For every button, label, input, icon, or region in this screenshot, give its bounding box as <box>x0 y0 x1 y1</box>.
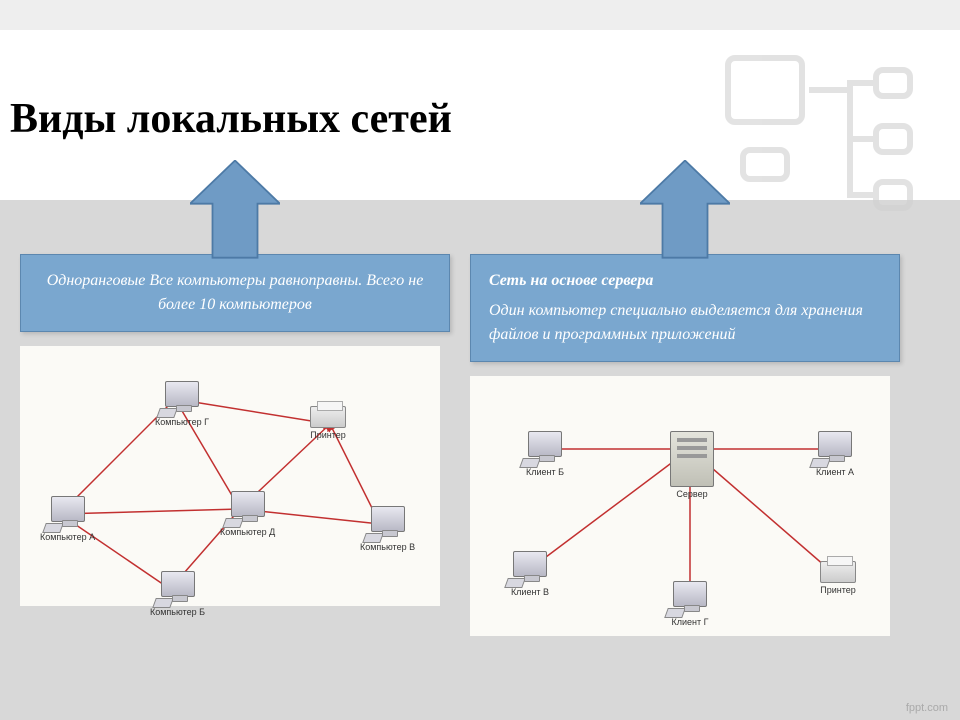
node-label: Компьютер Г <box>155 417 209 427</box>
node-label: Компьютер В <box>360 542 415 552</box>
left-diagram: Компьютер АКомпьютер БКомпьютер ГКомпьют… <box>20 346 440 606</box>
node-label: Компьютер Б <box>150 607 205 617</box>
node-S: Сервер <box>670 431 714 499</box>
right-diagram: Сервер Клиент Б Клиент А Клиент В Клиент Г Пр… <box>470 376 890 636</box>
node-KA: Клиент А <box>815 431 855 477</box>
node-B: Компьютер Б <box>150 571 205 617</box>
node-KB: Клиент Б <box>525 431 565 477</box>
watermark: fppt.com <box>906 702 948 714</box>
node-label: Принтер <box>820 585 856 595</box>
arrow-up-icon <box>640 160 730 260</box>
node-G: Компьютер Г <box>155 381 209 427</box>
top-bar <box>0 0 960 30</box>
node-P: Принтер <box>310 406 346 440</box>
node-A: Компьютер А <box>40 496 95 542</box>
node-PR: Принтер <box>820 561 856 595</box>
left-infobox: Одноранговые Все компьютеры равноправны.… <box>20 254 450 332</box>
node-label: Компьютер А <box>40 532 95 542</box>
left-infobox-text: Одноранговые Все компьютеры равноправны.… <box>47 272 424 313</box>
node-label: Компьютер Д <box>220 527 275 537</box>
node-label: Принтер <box>310 430 346 440</box>
node-D: Компьютер Д <box>220 491 275 537</box>
right-infobox: Сеть на основе сервера Один компьютер сп… <box>470 254 900 362</box>
node-label: Клиент В <box>510 587 550 597</box>
node-label: Клиент Г <box>670 617 710 627</box>
left-column: Одноранговые Все компьютеры равноправны.… <box>20 160 450 606</box>
node-label: Клиент Б <box>525 467 565 477</box>
right-infobox-body: Один компьютер специально выделяется для… <box>489 302 863 343</box>
page-title: Виды локальных сетей <box>10 95 452 143</box>
node-label: Сервер <box>670 489 714 499</box>
right-column: Сеть на основе сервера Один компьютер сп… <box>470 160 900 636</box>
arrow-up-icon <box>190 160 280 260</box>
node-KV: Клиент В <box>510 551 550 597</box>
node-V: Компьютер В <box>360 506 415 552</box>
node-label: Клиент А <box>815 467 855 477</box>
node-KG: Клиент Г <box>670 581 710 627</box>
right-infobox-heading: Сеть на основе сервера <box>489 269 881 293</box>
